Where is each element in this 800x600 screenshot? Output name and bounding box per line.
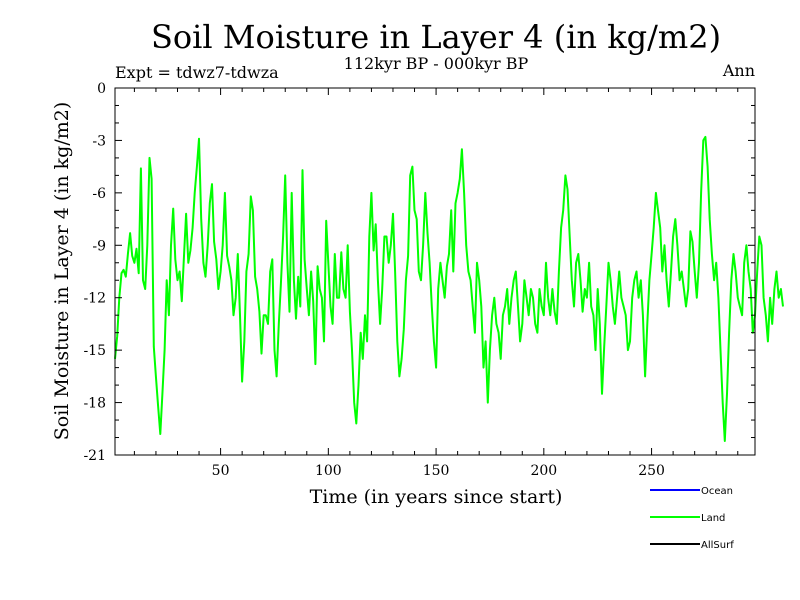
y-tick-label: -9 — [92, 238, 106, 254]
y-tick-label: -15 — [83, 343, 106, 359]
legend-label-ocean: Ocean — [701, 486, 733, 497]
plot-frame — [114, 87, 756, 456]
x-axis-label: Time (in years since start) — [310, 486, 563, 508]
legend-label-land: Land — [701, 513, 725, 524]
chart-title: Soil Moisture in Layer 4 (in kg/m2) — [151, 18, 721, 56]
x-tick-label: 50 — [212, 463, 230, 479]
x-tick-label: 100 — [315, 463, 342, 479]
expt-label: Expt = tdwz7-tdwza — [115, 63, 279, 82]
y-tick-label: 0 — [97, 81, 106, 97]
y-tick-label: -12 — [83, 291, 106, 307]
y-tick-label: -3 — [92, 133, 106, 149]
x-tick-label: 250 — [638, 463, 665, 479]
y-tick-label: -18 — [83, 396, 106, 412]
y-axis-label: Soil Moisture in Layer 4 (in kg/m2) — [51, 102, 73, 441]
y-tick-label: -21 — [83, 448, 106, 464]
x-tick-label: 150 — [423, 463, 450, 479]
chart-subtitle: 112kyr BP - 000kyr BP — [344, 54, 529, 73]
legend-label-allsurf: AllSurf — [701, 540, 734, 551]
x-tick-label: 200 — [530, 463, 557, 479]
season-label: Ann — [722, 61, 755, 80]
y-tick-label: -6 — [92, 186, 106, 202]
series-line-land — [114, 135, 784, 442]
legend: Ocean Land AllSurf — [650, 486, 734, 551]
plot-area: 50 100 150 200 250 0 -3 -6 -9 -12 -15 -18 -21 — [83, 81, 784, 479]
